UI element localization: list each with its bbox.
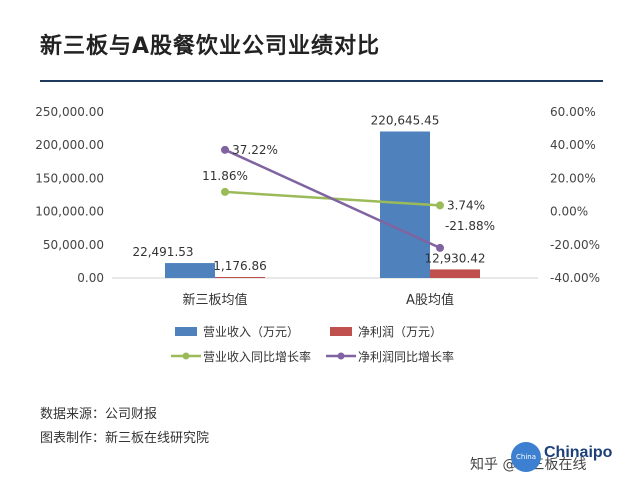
profit-growth-label: 37.22% bbox=[232, 143, 278, 157]
revenue-bar-label: 220,645.45 bbox=[371, 113, 440, 127]
left-axis-tick-label: 50,000.00 bbox=[43, 238, 104, 252]
profit-growth-line bbox=[224, 148, 441, 250]
left-axis-tick-label: 150,000.00 bbox=[35, 171, 104, 185]
right-axis-tick-label: 20.00% bbox=[550, 171, 596, 185]
legend-profit-growth-label: 净利润同比增长率 bbox=[358, 349, 454, 364]
profit-growth-point bbox=[221, 145, 229, 154]
left-axis-tick-label: 200,000.00 bbox=[35, 138, 104, 152]
revenue-growth-point bbox=[221, 187, 229, 196]
chart-title: 新三板与A股餐饮业公司业绩对比 bbox=[40, 34, 381, 59]
revenue-growth-point bbox=[436, 201, 444, 210]
revenue-bar bbox=[165, 263, 215, 278]
legend-revenue-swatch bbox=[175, 327, 197, 336]
revenue-growth-label: 11.86% bbox=[202, 169, 248, 183]
net-profit-bar-label: 12,930.42 bbox=[424, 251, 485, 265]
net-profit-bar bbox=[430, 269, 480, 278]
category-label: A股均值 bbox=[406, 292, 454, 308]
left-axis-tick-label: 250,000.00 bbox=[35, 105, 104, 119]
data-source-text: 数据来源：公司财报 bbox=[40, 407, 158, 422]
net-profit-bar-label: 1,176.86 bbox=[213, 259, 266, 273]
right-axis-tick-label: 0.00% bbox=[550, 205, 588, 219]
right-axis-tick-label: -20.00% bbox=[550, 238, 600, 252]
chart-maker-text: 图表制作：新三板在线研究院 bbox=[40, 431, 210, 446]
legend-profit-growth-marker bbox=[337, 352, 345, 360]
chinaipo-logo-icon: China bbox=[511, 442, 541, 472]
footer-brand: 知乎 @新三板在线 China Chinaipo bbox=[470, 440, 640, 476]
right-axis-tick-label: 60.00% bbox=[550, 105, 596, 119]
category-label: 新三板均值 bbox=[182, 292, 247, 308]
legend-revenue-growth-marker bbox=[182, 352, 190, 360]
revenue-growth-label: 3.74% bbox=[447, 198, 485, 212]
right-axis-tick-label: 40.00% bbox=[550, 138, 596, 152]
legend-net-profit-swatch bbox=[330, 327, 352, 336]
legend-revenue-label: 营业收入（万元） bbox=[203, 325, 299, 339]
left-axis-tick-label: 0.00 bbox=[77, 271, 104, 285]
left-axis-tick-label: 100,000.00 bbox=[35, 205, 104, 219]
legend-revenue-growth-label: 营业收入同比增长率 bbox=[203, 349, 311, 364]
title-divider bbox=[40, 80, 603, 82]
profit-growth-label: -21.88% bbox=[445, 219, 495, 233]
revenue-bar-label: 22,491.53 bbox=[132, 245, 193, 259]
net-profit-bar bbox=[215, 277, 265, 278]
legend-net-profit-label: 净利润（万元） bbox=[358, 325, 442, 339]
profit-growth-point bbox=[436, 243, 444, 252]
chinaipo-logo-text: Chinaipo bbox=[544, 444, 613, 461]
right-axis-tick-label: -40.00% bbox=[550, 271, 600, 285]
